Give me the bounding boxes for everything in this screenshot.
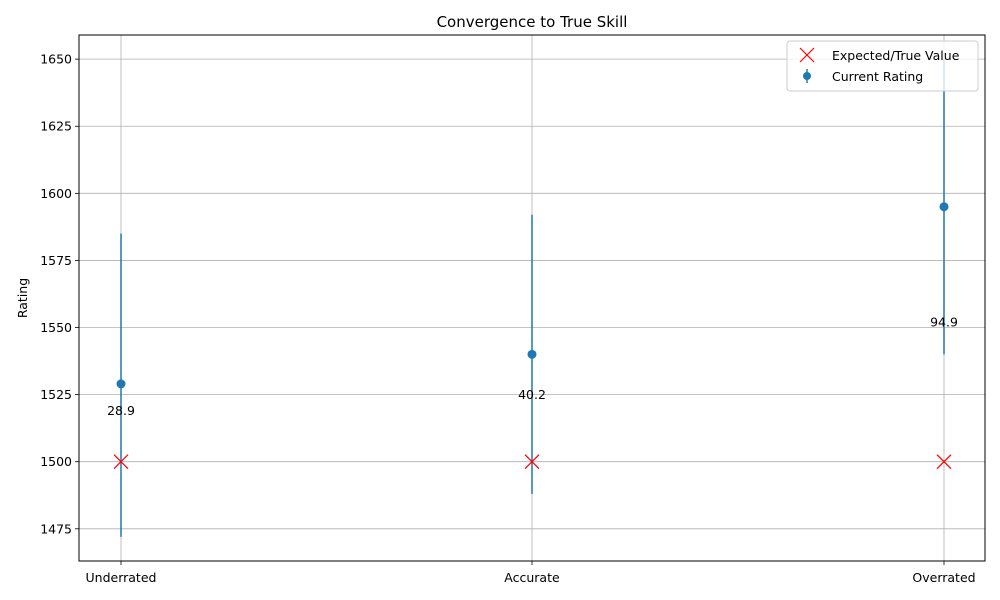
current-rating-point: [527, 349, 537, 359]
y-tick-label: 1550: [40, 320, 72, 335]
expected-value-marker: [936, 454, 952, 470]
expected-value-marker: [113, 454, 129, 470]
y-tick-label: 1650: [40, 52, 72, 67]
legend-box: [786, 40, 979, 92]
expected-marker-stroke: [524, 454, 540, 470]
legend-marker-errorbar-icon: [803, 69, 811, 83]
legend: Expected/True Value Current Rating: [786, 40, 979, 92]
y-axis-title: Rating: [15, 278, 30, 318]
legend-marker-x-icon: [799, 47, 815, 63]
current-rating-point: [116, 379, 126, 389]
expected-value-marker: [524, 454, 540, 470]
data-label: 28.9: [107, 403, 135, 418]
y-tick-label: 1500: [40, 454, 72, 469]
current-rating-point: [939, 202, 949, 212]
y-tick-label: 1525: [40, 387, 72, 402]
y-tick-label: 1625: [40, 119, 72, 134]
y-tick-label: 1600: [40, 186, 72, 201]
x-tick-label: Overrated: [912, 570, 975, 585]
expected-marker-stroke: [936, 454, 952, 470]
chart-title: Convergence to True Skill: [437, 13, 628, 31]
legend-label-current: Current Rating: [832, 69, 923, 84]
x-tick-label: Accurate: [504, 570, 560, 585]
legend-label-expected: Expected/True Value: [832, 48, 960, 63]
y-tick-label: 1475: [40, 521, 72, 536]
data-layer: 28.9 40.2 94.9: [107, 59, 958, 537]
x-tick-label: Underrated: [86, 570, 157, 585]
y-tick-label: 1575: [40, 253, 72, 268]
expected-marker-stroke: [113, 454, 129, 470]
data-label: 94.9: [930, 315, 958, 330]
axes: 1475 1500 1525 1550 1575 1600 1625 1650 Underrat…: [40, 52, 975, 585]
data-label: 40.2: [518, 387, 546, 402]
